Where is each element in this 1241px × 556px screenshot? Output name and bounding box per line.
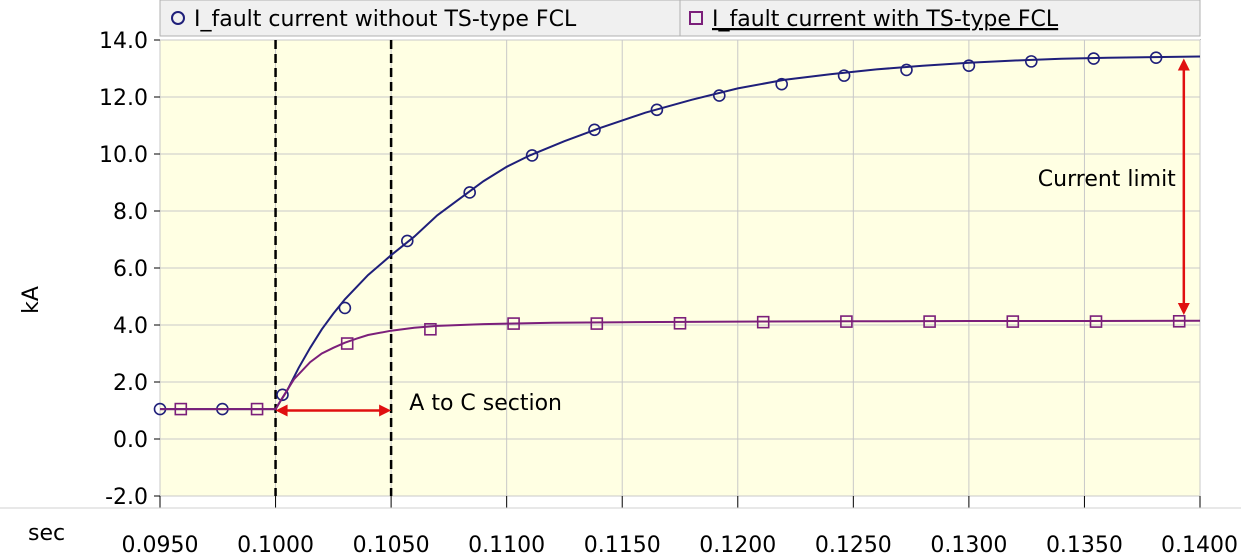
series-1-marker — [1172, 314, 1186, 328]
x-tick-label: 0.1200 — [699, 533, 776, 556]
legend-marker-with-fcl — [689, 11, 703, 25]
a-to-c-label: A to C section — [409, 391, 562, 416]
series-0-marker — [276, 388, 289, 402]
legend-label-with-fcl: I_fault current with TS-type FCL — [712, 7, 1059, 32]
series-0-marker — [400, 234, 414, 248]
y-tick-label: -2.0 — [105, 485, 148, 510]
series-0-marker — [775, 77, 788, 91]
series-0-marker — [1024, 55, 1038, 68]
x-tick-label: 0.1100 — [468, 533, 545, 556]
y-tick-label: 4.0 — [113, 314, 148, 339]
legend: I_fault current without TS-type FCL I_fa… — [159, 0, 1201, 37]
x-tick-label: 0.1150 — [584, 533, 661, 556]
series-1-marker — [340, 337, 354, 350]
y-tick-label: 8.0 — [113, 200, 148, 225]
current-limit-arrow-head-top — [1177, 58, 1190, 71]
section-vlines — [274, 40, 393, 496]
series-0-marker — [525, 149, 539, 162]
legend-marker-without-fcl — [171, 11, 185, 25]
series-0-marker — [900, 63, 913, 77]
series-0-marker — [463, 186, 476, 199]
y-axis-label: kA — [19, 286, 44, 314]
series-0-marker — [837, 69, 851, 82]
series-1-marker — [923, 315, 936, 328]
x-tick-label: 0.1350 — [1046, 533, 1123, 556]
y-tick-label: 14.0 — [99, 29, 148, 54]
series-0-marker — [962, 59, 976, 72]
series-1-marker — [250, 402, 264, 416]
x-axis-label: sec — [28, 521, 65, 546]
series-1-marker — [507, 317, 520, 330]
series-1-marker — [1089, 315, 1103, 328]
x-axis: 0.0950 0.1000 0.1050 0.1100 0.1150 0.1200 0.12… — [0, 496, 1241, 556]
y-axis: -2.0 0.0 2.0 4.0 6.0 8.0 10.0 12.0 14.0 — [99, 29, 160, 510]
series-1-marker — [840, 315, 853, 328]
series-line-1 — [160, 319, 1201, 411]
x-tick-label: 0.1250 — [815, 533, 892, 556]
y-tick-label: 0.0 — [113, 428, 148, 453]
series-1-marker — [756, 315, 770, 329]
current-limit-label: Current limit — [1038, 167, 1176, 192]
annotation-layer: A to C section Current limit — [275, 58, 1190, 417]
x-tick-label: 0.1400 — [1161, 533, 1238, 556]
x-tick-label: 0.1000 — [237, 533, 314, 556]
series-layer — [153, 51, 1201, 416]
series-0-marker — [1149, 51, 1163, 64]
x-tick-label: 0.1050 — [353, 533, 430, 556]
legend-label-without-fcl: I_fault current without TS-type FCL — [194, 7, 577, 32]
series-1-marker — [174, 402, 188, 416]
y-tick-label: 10.0 — [99, 143, 148, 168]
x-tick-label: 0.1300 — [930, 533, 1007, 556]
series-1-marker — [590, 317, 604, 330]
current-limit-arrow-head-bottom — [1177, 303, 1190, 316]
series-0-marker — [588, 123, 601, 137]
y-tick-label: 6.0 — [113, 257, 148, 282]
series-1-marker — [424, 322, 437, 336]
series-0-marker — [1087, 52, 1100, 65]
a-to-c-arrow-head-left — [275, 404, 288, 417]
a-to-c-arrow-head-right — [379, 404, 392, 417]
x-tick-label: 0.0950 — [122, 533, 199, 556]
y-tick-label: 12.0 — [99, 86, 148, 111]
series-0-marker — [650, 103, 664, 117]
series-0-marker — [338, 301, 352, 315]
y-tick-label: 2.0 — [113, 371, 148, 396]
series-1-marker — [673, 316, 687, 330]
series-0-marker — [712, 89, 726, 102]
series-1-marker — [1006, 315, 1020, 328]
